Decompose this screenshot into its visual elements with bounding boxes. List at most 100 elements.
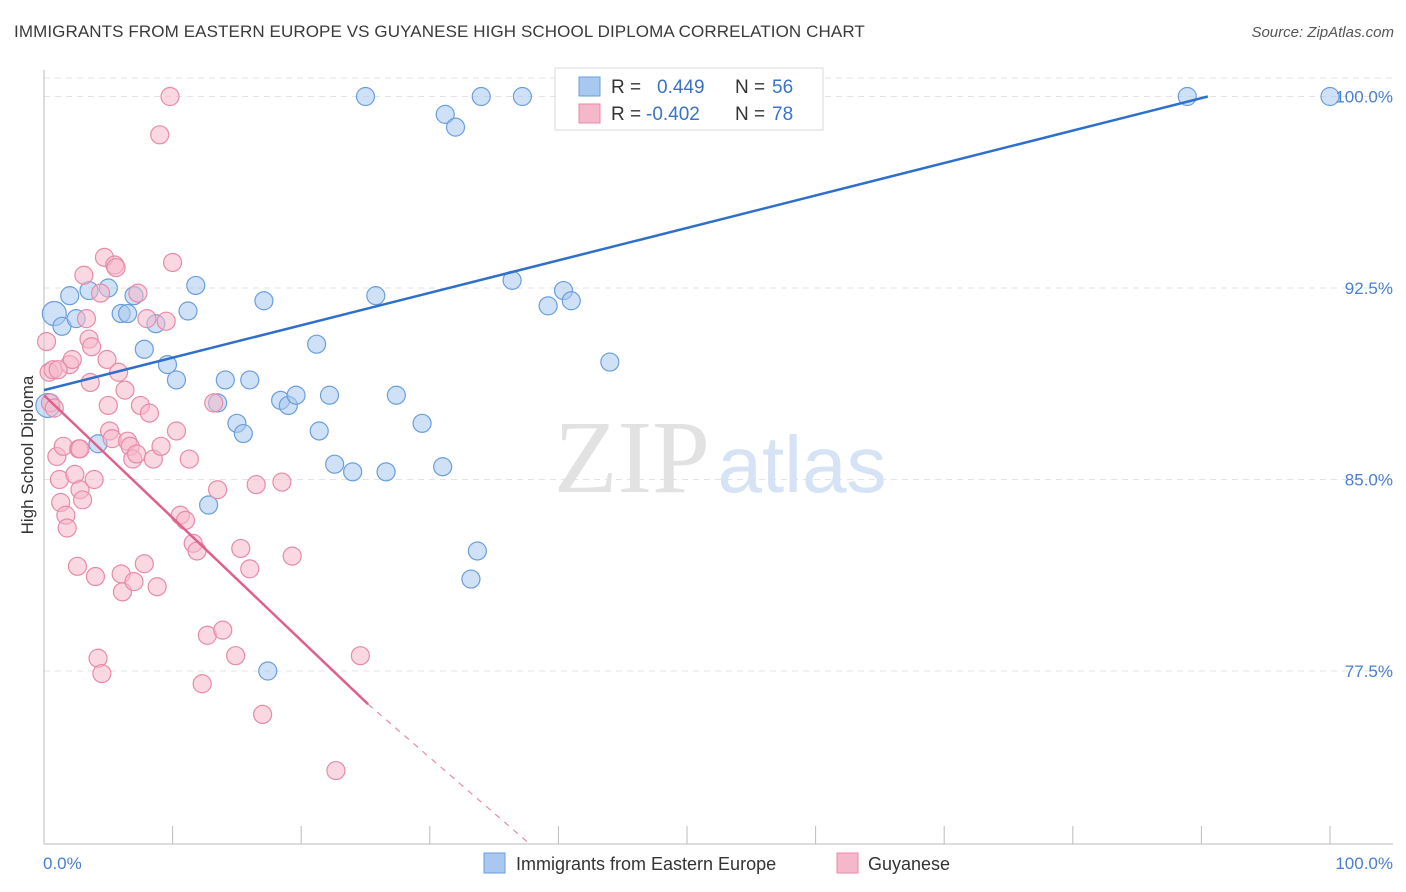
point-guyanese-43 <box>128 283 148 303</box>
point-guyanese-64 <box>213 620 233 640</box>
point-eastern-europe-15 <box>178 301 198 321</box>
point-guyanese-68 <box>246 475 266 495</box>
point-guyanese-56 <box>175 510 196 530</box>
point-eastern-europe-45 <box>512 86 532 107</box>
series-guyanese-points <box>36 86 370 781</box>
point-guyanese-54 <box>166 421 187 441</box>
point-guyanese-69 <box>253 704 273 725</box>
point-guyanese-77 <box>48 360 68 380</box>
point-eastern-europe-14 <box>166 370 187 390</box>
legend-n-label-blue: N = <box>735 77 765 98</box>
point-guyanese-70 <box>272 472 292 492</box>
point-eastern-europe-48 <box>561 291 581 311</box>
point-eastern-europe-36 <box>386 385 406 405</box>
point-eastern-europe-21 <box>233 423 253 444</box>
point-guyanese-25 <box>90 283 111 303</box>
chart-title: IMMIGRANTS FROM EASTERN EUROPE VS GUYANE… <box>14 22 865 41</box>
watermark-atlas: atlas <box>718 420 887 509</box>
trend-line-guyanese-extension <box>367 703 528 843</box>
legend-swatch-pink <box>578 103 601 124</box>
point-eastern-europe-11 <box>134 339 154 359</box>
point-guyanese-29 <box>98 395 118 416</box>
legend-r-value-blue: 0.449 <box>657 77 705 98</box>
point-guyanese-37 <box>115 380 135 400</box>
point-eastern-europe-24 <box>258 661 278 681</box>
point-guyanese-49 <box>147 577 167 597</box>
point-guyanese-45 <box>134 554 154 574</box>
point-guyanese-60 <box>192 674 212 694</box>
legend-r-label-pink: R = <box>611 104 641 125</box>
point-guyanese-41 <box>124 572 144 592</box>
point-guyanese-65 <box>226 646 246 666</box>
point-eastern-europe-22 <box>240 370 260 390</box>
point-guyanese-12 <box>62 349 82 370</box>
point-guyanese-73 <box>350 646 370 666</box>
y-tick-labels: 77.5% 85.0% 92.5% 100.0% <box>1335 88 1393 682</box>
y-tick-label-1: 85.0% <box>1345 471 1393 490</box>
point-eastern-europe-43 <box>471 86 491 107</box>
point-guyanese-53 <box>163 252 183 273</box>
watermark-zip: ZIP <box>554 400 710 515</box>
bottom-legend-label-pink: Guyanese <box>868 854 950 874</box>
trend-line-guyanese <box>43 394 369 706</box>
point-guyanese-62 <box>204 393 224 413</box>
point-eastern-europe-27 <box>286 385 306 405</box>
point-eastern-europe-40 <box>445 117 466 137</box>
point-guyanese-57 <box>179 449 199 469</box>
point-guyanese-63 <box>208 480 228 500</box>
legend-n-value-blue: 56 <box>772 77 793 98</box>
point-eastern-europe-16 <box>186 275 206 296</box>
point-guyanese-71 <box>282 546 302 566</box>
point-guyanese-0 <box>36 332 57 352</box>
legend-swatch-blue <box>578 76 601 97</box>
point-guyanese-19 <box>76 309 97 329</box>
point-eastern-europe-10 <box>117 303 138 324</box>
legend-r-label-blue: R = <box>611 77 641 98</box>
point-guyanese-72 <box>326 760 346 781</box>
correlation-legend: R = 0.449 N = 56 R = -0.402 N = 78 <box>554 67 824 131</box>
point-eastern-europe-30 <box>319 385 340 405</box>
y-axis-label: High School Diploma <box>18 375 37 534</box>
point-guyanese-74 <box>150 125 170 145</box>
x-tick-label-min: 0.0% <box>43 854 82 873</box>
point-eastern-europe-42 <box>467 541 487 561</box>
point-eastern-europe-17 <box>199 495 219 515</box>
point-guyanese-23 <box>85 566 106 587</box>
point-guyanese-67 <box>240 559 260 579</box>
bottom-legend-swatch-pink <box>836 852 859 874</box>
series-eastern-europe-points <box>35 86 1340 681</box>
point-eastern-europe-35 <box>376 462 396 482</box>
point-guyanese-52 <box>160 86 180 107</box>
legend-n-value-pink: 78 <box>772 104 793 125</box>
point-eastern-europe-34 <box>366 286 386 306</box>
point-eastern-europe-54 <box>1320 86 1340 107</box>
x-tick-labels: 0.0% 100.0% <box>43 854 1393 873</box>
point-guyanese-51 <box>156 311 176 331</box>
series-legend: Immigrants from Eastern Europe Guyanese <box>483 852 950 874</box>
trend-line-eastern-europe <box>43 95 1209 392</box>
point-guyanese-28 <box>97 349 117 370</box>
point-guyanese-18 <box>74 265 94 285</box>
point-guyanese-75 <box>70 439 90 459</box>
axes <box>43 70 1393 845</box>
point-guyanese-33 <box>106 257 126 278</box>
point-guyanese-14 <box>67 556 88 576</box>
point-guyanese-17 <box>72 490 93 510</box>
y-tick-label-3: 100.0% <box>1335 88 1393 107</box>
point-guyanese-4 <box>44 398 64 418</box>
point-eastern-europe-28 <box>307 334 327 354</box>
point-guyanese-50 <box>151 436 171 456</box>
point-eastern-europe-3 <box>60 286 80 306</box>
point-guyanese-59 <box>187 541 207 561</box>
bottom-legend-swatch-blue <box>483 852 506 874</box>
y-tick-label-2: 92.5% <box>1345 279 1393 298</box>
point-guyanese-47 <box>139 403 160 423</box>
point-eastern-europe-38 <box>433 457 453 477</box>
point-guyanese-46 <box>137 309 157 329</box>
point-eastern-europe-31 <box>325 454 345 474</box>
point-guyanese-66 <box>231 538 251 559</box>
point-eastern-europe-23 <box>254 291 274 311</box>
point-eastern-europe-46 <box>538 296 558 316</box>
point-guyanese-10 <box>57 518 77 538</box>
